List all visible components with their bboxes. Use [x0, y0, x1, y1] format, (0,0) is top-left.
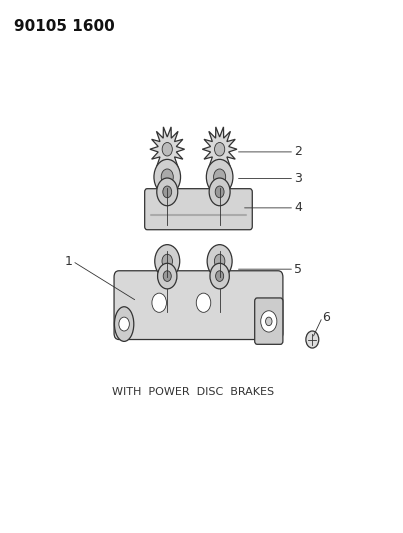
Polygon shape: [150, 127, 185, 172]
Circle shape: [210, 263, 229, 289]
FancyBboxPatch shape: [114, 271, 283, 340]
Text: WITH  POWER  DISC  BRAKES: WITH POWER DISC BRAKES: [112, 387, 274, 397]
Circle shape: [163, 271, 171, 281]
Circle shape: [266, 317, 272, 326]
Text: 2: 2: [294, 146, 302, 158]
Text: 1: 1: [64, 255, 73, 268]
Polygon shape: [202, 127, 237, 172]
FancyBboxPatch shape: [145, 189, 252, 230]
Circle shape: [216, 271, 224, 281]
Circle shape: [155, 245, 180, 278]
Circle shape: [161, 169, 173, 185]
Text: 5: 5: [294, 263, 302, 276]
Circle shape: [214, 142, 225, 156]
Circle shape: [196, 293, 211, 312]
Text: 90105 1600: 90105 1600: [14, 19, 115, 34]
Text: 4: 4: [294, 201, 302, 214]
Circle shape: [215, 186, 224, 198]
Circle shape: [119, 317, 129, 331]
Circle shape: [261, 311, 277, 332]
Circle shape: [209, 178, 230, 206]
Text: 6: 6: [322, 311, 330, 324]
Circle shape: [158, 263, 177, 289]
Circle shape: [152, 293, 166, 312]
Circle shape: [157, 178, 178, 206]
Circle shape: [154, 159, 181, 195]
Circle shape: [306, 331, 319, 348]
Circle shape: [214, 169, 226, 185]
Circle shape: [163, 186, 172, 198]
Text: 3: 3: [294, 172, 302, 185]
Circle shape: [214, 254, 225, 268]
Ellipse shape: [114, 306, 134, 341]
Circle shape: [207, 245, 232, 278]
Circle shape: [206, 159, 233, 195]
Circle shape: [162, 254, 172, 268]
FancyBboxPatch shape: [255, 298, 283, 344]
Circle shape: [162, 142, 172, 156]
